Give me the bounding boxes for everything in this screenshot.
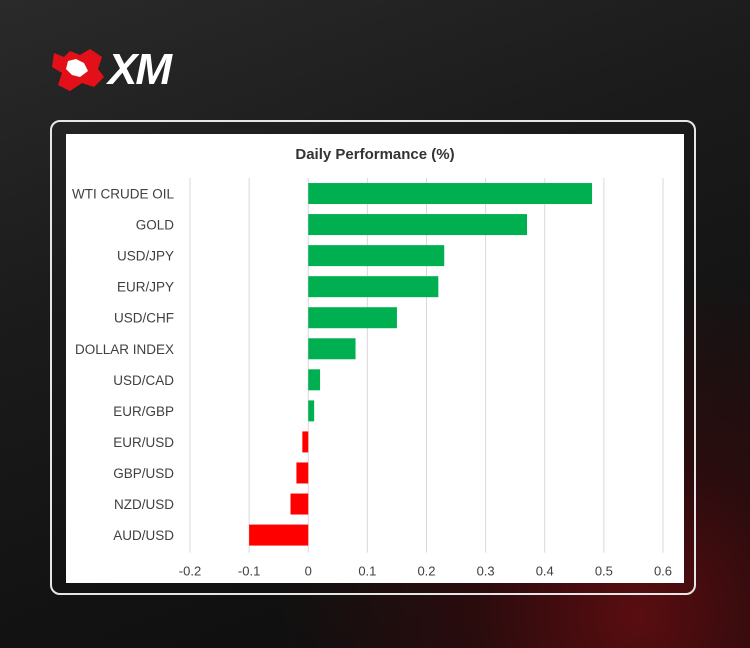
x-tick-label: 0.6 [654,564,672,579]
xm-logo: XM [50,45,172,94]
x-tick-label: 0.5 [595,564,613,579]
bar-chart: -0.2 -0.1 0 0.1 0.2 0.3 0.4 0.5 0.6 WTI CRUDE OIL… [72,178,672,579]
category-label: EUR/JPY [117,280,174,295]
category-label: EUR/GBP [113,404,174,419]
category-label: NZD/USD [114,497,174,512]
bar-aud-usd [249,524,309,546]
x-tick-label: 0.4 [536,564,554,579]
bar-eur-gbp [308,400,315,422]
x-tick-label: 0.1 [358,564,376,579]
bar-eur-jpy [308,276,439,298]
bar-wti-crude-oil [308,183,593,205]
x-tick-label: 0 [305,564,312,579]
x-tick-label: -0.2 [179,564,201,579]
x-tick-label: 0.2 [417,564,435,579]
bar-usd-jpy [308,245,445,267]
bar-dollar-index [308,338,356,360]
category-label: USD/CAD [113,373,174,388]
x-tick-label: -0.1 [238,564,260,579]
bar-eur-usd [302,431,309,453]
bar-gbp-usd [296,462,309,484]
category-label: AUD/USD [113,528,174,543]
category-label: GOLD [136,218,175,233]
bar-usd-cad [308,369,321,391]
bull-icon [52,49,104,91]
category-label: DOLLAR INDEX [75,342,174,357]
category-label: USD/CHF [114,311,174,326]
category-label: EUR/USD [113,435,174,450]
chart-title: Daily Performance (%) [295,146,455,163]
category-label: WTI CRUDE OIL [72,187,174,202]
category-label: GBP/USD [113,466,174,481]
chart-frame [50,120,696,595]
chart-panel: Daily Performance (%) -0.2 -0.1 0 0.1 0.2 0.3… [66,134,684,583]
category-label: USD/JPY [117,249,174,264]
bar-gold [308,214,528,236]
bar-usd-chf [308,307,397,329]
logo-text: XM [108,45,172,94]
bar-nzd-usd [290,493,309,515]
x-tick-label: 0.3 [477,564,495,579]
